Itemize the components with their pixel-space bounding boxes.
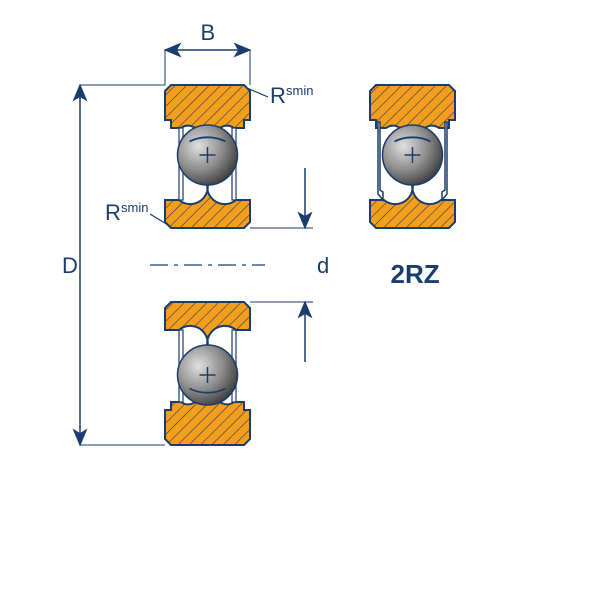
label-Rsmin-outer: R — [270, 83, 286, 108]
label-d: d — [317, 253, 329, 278]
svg-text:smin: smin — [286, 83, 313, 98]
label-Rsmin-inner: R — [105, 200, 121, 225]
main-cross-section — [150, 85, 265, 445]
svg-text:smin: smin — [121, 200, 148, 215]
label-D: D — [62, 253, 78, 278]
detail-2rz — [370, 85, 455, 228]
label-B: B — [201, 20, 216, 45]
label-variant: 2RZ — [391, 259, 440, 289]
